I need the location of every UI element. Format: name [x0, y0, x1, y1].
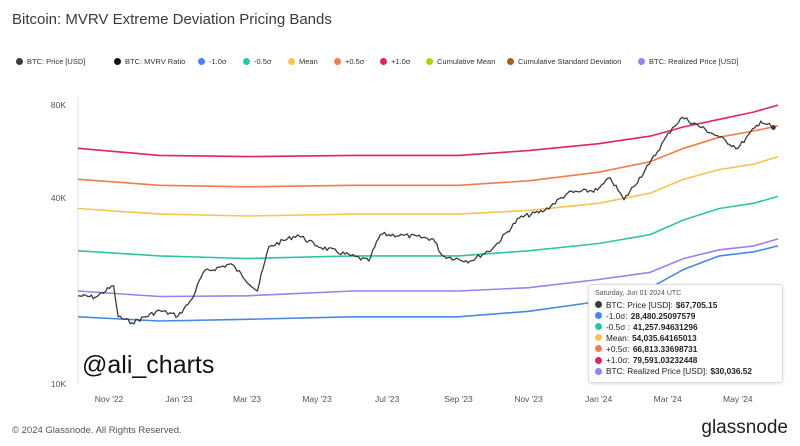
tooltip-value: 66,813.33698731	[632, 343, 698, 354]
legend-label: +0.5σ	[345, 57, 365, 66]
copyright-footer: © 2024 Glassnode. All Rights Reserved.	[12, 425, 182, 436]
glassnode-logo: glassnode	[701, 417, 788, 438]
series-line-3	[77, 195, 779, 260]
legend-item-mvrv-ratio[interactable]: BTC: MVRV Ratio	[114, 57, 185, 66]
tooltip-value: 79,591.03232448	[632, 355, 698, 366]
legend-item-realized-price[interactable]: BTC: Realized Price [USD]	[638, 57, 739, 66]
tooltip-marker	[595, 334, 602, 342]
tooltip-marker	[595, 312, 602, 320]
tooltip-marker	[595, 323, 602, 331]
tooltip-label: BTC: Realized Price [USD]:	[606, 366, 708, 377]
watermark: @ali_charts	[82, 351, 215, 379]
legend-marker	[426, 58, 433, 65]
legend-label: Cumulative Standard Deviation	[518, 57, 622, 66]
x-tick-label: Jul '23	[375, 394, 400, 404]
legend-marker	[16, 58, 23, 65]
tooltip-row-mean: Mean: 54,035.64165013	[589, 332, 782, 343]
tooltip-label: -0.5σ :	[606, 321, 631, 332]
series-line-1	[77, 125, 779, 188]
tooltip-marker	[595, 301, 602, 309]
tooltip-value: 41,257.94631296	[633, 321, 698, 332]
tooltip-label: -1.0σ:	[606, 310, 628, 321]
tooltip-row-minus-1-sigma: -1.0σ: 28,480.25097579	[589, 310, 782, 321]
legend-label: Cumulative Mean	[437, 57, 496, 66]
legend-label: -1.0σ	[209, 57, 227, 66]
legend-marker	[507, 58, 514, 65]
series-line-5	[77, 245, 779, 322]
legend-item-minus-1-sigma[interactable]: -1.0σ	[198, 57, 227, 66]
legend-marker	[288, 58, 295, 65]
legend-item-cumulative-mean[interactable]: Cumulative Mean	[426, 57, 495, 66]
y-tick-label: 10K	[51, 379, 66, 389]
chart-legend: BTC: Price [USD] BTC: MVRV Ratio -1.0σ -…	[16, 57, 790, 71]
tooltip-date: Saturday, Jun 01 2024 UTC	[595, 290, 682, 297]
legend-marker	[334, 58, 341, 65]
tooltip-label: BTC: Price [USD]:	[606, 299, 673, 310]
tooltip-label: +1.0σ:	[606, 355, 630, 366]
legend-label: BTC: Price [USD]	[27, 57, 86, 66]
legend-item-plus-half-sigma[interactable]: +0.5σ	[334, 57, 364, 66]
y-tick-label: 40K	[51, 193, 66, 203]
legend-label: BTC: Realized Price [USD]	[649, 57, 739, 66]
y-tick-label: 80K	[51, 100, 66, 110]
x-tick-label: Mar '23	[233, 394, 261, 404]
tooltip-value: 28,480.25097579	[630, 310, 696, 321]
legend-label: -0.5σ	[254, 57, 272, 66]
x-tick-label: May '23	[302, 394, 332, 404]
tooltip-row-minus-half-sigma: -0.5σ :41,257.94631296	[589, 321, 782, 332]
x-tick-label: Nov '23	[514, 394, 543, 404]
legend-marker	[198, 58, 205, 65]
tooltip-row-plus-1-sigma: +1.0σ: 79,591.03232448	[589, 354, 782, 365]
x-tick-label: Nov '22	[95, 394, 124, 404]
tooltip-row-btc-price: BTC: Price [USD]: $67,705.15	[589, 299, 782, 310]
series-layer	[77, 104, 779, 325]
legend-item-btc-price[interactable]: BTC: Price [USD]	[16, 57, 85, 66]
series-line-4	[77, 238, 779, 298]
legend-marker	[638, 58, 645, 65]
tooltip-marker	[595, 367, 602, 375]
tooltip-value: $67,705.15	[675, 299, 718, 310]
hover-tooltip: Saturday, Jun 01 2024 UTC BTC: Price [US…	[588, 284, 783, 383]
legend-item-plus-1-sigma[interactable]: +1.0σ	[380, 57, 410, 66]
legend-item-minus-half-sigma[interactable]: -0.5σ	[243, 57, 272, 66]
tooltip-value: $30,036.52	[710, 366, 752, 377]
x-tick-label: Jan '23	[166, 394, 193, 404]
x-tick-label: Mar '24	[654, 394, 682, 404]
legend-item-mean[interactable]: Mean	[288, 57, 318, 66]
series-line-6	[77, 116, 774, 325]
tooltip-marker	[595, 345, 602, 353]
y-axis-ticks: 80K 40K 10K	[51, 100, 66, 389]
legend-marker	[114, 58, 121, 65]
tooltip-value: 54,035.64165013	[632, 332, 697, 343]
legend-label: Mean	[299, 57, 318, 66]
tooltip-marker	[595, 356, 602, 364]
x-tick-label: Jan '24	[585, 394, 612, 404]
x-axis-ticks: Nov '22 Jan '23 Mar '23 May '23 Jul '23 Sep '…	[95, 394, 753, 404]
hover-point-marker	[771, 125, 776, 130]
legend-label: +1.0σ	[391, 57, 411, 66]
x-tick-label: Sep '23	[444, 394, 473, 404]
legend-item-cumulative-std-dev[interactable]: Cumulative Standard Deviation	[507, 57, 621, 66]
tooltip-row-plus-half-sigma: +0.5σ: 66,813.33698731	[589, 343, 782, 354]
page-title: Bitcoin: MVRV Extreme Deviation Pricing …	[12, 11, 332, 28]
tooltip-label: Mean:	[606, 332, 630, 343]
x-tick-label: May '24	[723, 394, 753, 404]
tooltip-label: +0.5σ:	[606, 343, 630, 354]
hover-marker-layer	[771, 125, 776, 130]
legend-marker	[380, 58, 387, 65]
series-line-2	[77, 155, 779, 217]
series-line-0	[77, 104, 779, 158]
legend-marker	[243, 58, 250, 65]
tooltip-row-realized-price: BTC: Realized Price [USD]: $30,036.52	[589, 366, 782, 377]
legend-label: BTC: MVRV Ratio	[125, 57, 186, 66]
